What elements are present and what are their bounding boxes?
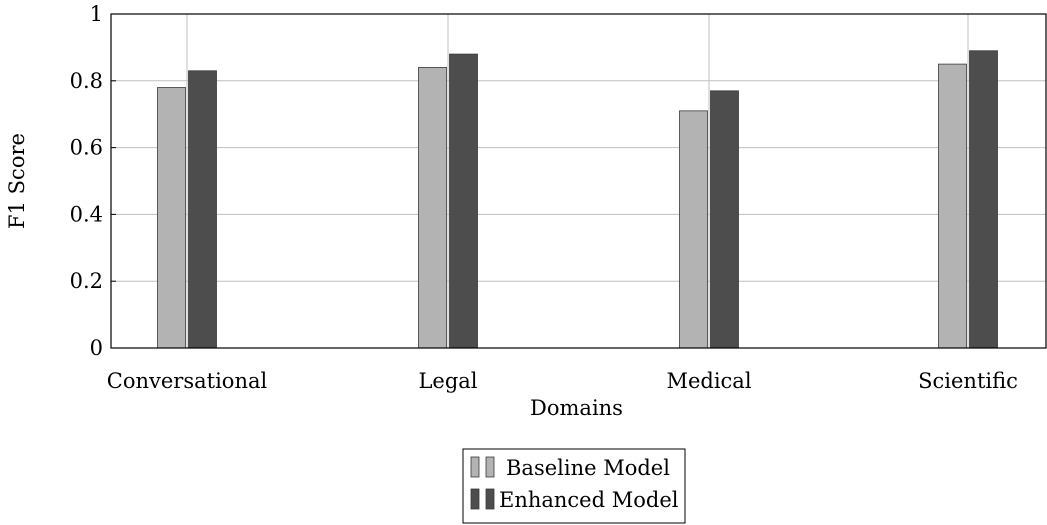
y-tick-label-4: 0.8	[70, 69, 103, 93]
bar-baseline-medical	[679, 110, 708, 349]
legend-entry-baseline: Baseline Model	[470, 456, 670, 480]
bar-baseline-scientific	[938, 63, 967, 349]
x-tick-label-medical: Medical	[666, 369, 751, 393]
bar-baseline-legal	[418, 67, 447, 349]
y-tick-label-2: 0.4	[70, 202, 103, 226]
legend-swatch-enhanced-b	[485, 488, 495, 510]
bar-enhanced-conversational	[188, 70, 217, 349]
x-axis-label: Domains	[530, 396, 623, 420]
legend-swatch-baseline-a	[470, 456, 480, 478]
legend-entry-enhanced: Enhanced Model	[470, 488, 679, 512]
bar-enhanced-medical	[710, 90, 739, 349]
y-tick-label-3: 0.6	[70, 136, 103, 160]
y-axis-label: F1 Score	[5, 133, 29, 229]
y-tick-labels: 0 0.2 0.4 0.6 0.8 1	[70, 2, 116, 360]
plot-frame	[110, 13, 1047, 349]
legend-swatch-enhanced-a	[470, 488, 480, 510]
legend-box	[462, 448, 686, 524]
x-tick-label-legal: Legal	[418, 369, 477, 393]
grid-layer	[111, 14, 1046, 348]
y-tick-label-5: 1	[90, 2, 103, 26]
legend-swatch-baseline-b	[485, 456, 495, 478]
legend-label-enhanced: Enhanced Model	[499, 488, 679, 512]
x-tick-labels: Conversational Legal Medical Scientific	[107, 369, 1018, 393]
y-tick-label-0: 0	[90, 336, 103, 360]
legend: Baseline Model Enhanced Model	[462, 448, 686, 524]
bars-layer	[157, 50, 998, 349]
y-tick-label-1: 0.2	[70, 269, 103, 293]
x-tick-label-scientific: Scientific	[918, 369, 1018, 393]
legend-label-baseline: Baseline Model	[506, 456, 670, 480]
bar-enhanced-legal	[449, 53, 478, 349]
bar-enhanced-scientific	[969, 50, 998, 349]
bar-baseline-conversational	[157, 87, 186, 349]
x-tick-label-conversational: Conversational	[107, 369, 268, 393]
